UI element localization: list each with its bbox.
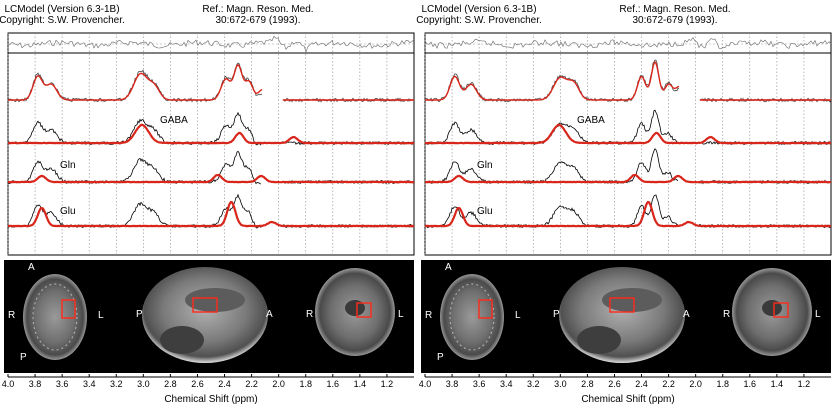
series-label-gaba: GABA: [577, 115, 605, 126]
x-axis-label: Chemical Shift (ppm): [581, 394, 674, 405]
sagittal-ventricle: [185, 288, 245, 312]
x-tick-label: 3.8: [446, 379, 459, 389]
reference-line-2: 30:672-679 (1993).: [215, 15, 300, 26]
metabolite-fit-gln: [7, 173, 415, 184]
x-tick-label: 3.6: [56, 379, 69, 389]
axial-slice: [440, 274, 504, 360]
x-tick-label: 1.8: [299, 379, 312, 389]
x-tick-label: 3.0: [137, 379, 150, 389]
sagittal-ventricle: [602, 288, 662, 312]
x-tick-label: 1.6: [327, 379, 340, 389]
metabolite-fit-gaba: [7, 123, 415, 145]
metabolite-fit-gaba: [424, 123, 832, 145]
series-label-glu: Glu: [477, 206, 493, 217]
sagittal-cerebellum: [577, 326, 621, 354]
metabolite-fit-glu: [7, 200, 415, 228]
residual-trace: [424, 37, 832, 50]
axial-sulci: [449, 283, 495, 351]
coronal-voxel: [356, 302, 372, 318]
x-tick-label: 4.0: [2, 379, 15, 389]
x-tick-label: 1.4: [771, 379, 784, 389]
metabolite-fit-glu: [424, 200, 832, 228]
left-panel: LCModel (Version 6.3-1B)Copyright: S.W. …: [0, 4, 415, 405]
coronal-ventricle: [345, 300, 365, 316]
x-tick-label: 2.8: [581, 379, 594, 389]
series-label-gaba: GABA: [160, 115, 188, 126]
sagittal-voxel: [609, 297, 635, 313]
x-tick-label: 1.2: [381, 379, 394, 389]
x-tick-label: 2.8: [164, 379, 177, 389]
copyright-text: Copyright: S.W. Provencher.: [0, 15, 125, 26]
residual-trace: [7, 35, 415, 53]
sagittal-label-posterior: P: [553, 309, 560, 320]
axial-label-anterior: A: [445, 262, 452, 273]
x-tick-label: 3.2: [527, 379, 540, 389]
metabolite-data-trace: [424, 109, 832, 146]
sagittal-label-anterior: A: [683, 309, 690, 320]
sagittal-slice: [142, 267, 268, 363]
x-tick-label: 2.6: [608, 379, 621, 389]
x-tick-label: 4.0: [419, 379, 432, 389]
coronal-label-right: R: [306, 309, 313, 320]
coronal-label-left: L: [398, 309, 404, 320]
axial-label-anterior: A: [28, 262, 35, 273]
x-tick-label: 2.0: [272, 379, 285, 389]
metabolite-data-trace: [7, 111, 415, 146]
axial-label-left: L: [515, 310, 521, 321]
x-tick-label: 3.4: [83, 379, 96, 389]
reference-line-1: Ref.: Magn. Reson. Med.: [619, 4, 730, 15]
copyright-text: Copyright: S.W. Provencher.: [416, 15, 542, 26]
x-tick-label: 2.2: [662, 379, 675, 389]
axial-label-left: L: [98, 310, 104, 321]
x-tick-label: 1.4: [354, 379, 367, 389]
coronal-ventricle: [762, 300, 782, 316]
x-tick-label: 2.0: [689, 379, 702, 389]
axial-label-posterior: P: [437, 352, 444, 363]
data-trace: [7, 62, 415, 103]
x-tick-label: 3.4: [500, 379, 513, 389]
sagittal-label-posterior: P: [136, 309, 143, 320]
x-tick-label: 2.2: [245, 379, 258, 389]
series-label-glu: Glu: [60, 206, 76, 217]
sagittal-cerebellum: [160, 326, 204, 354]
axial-voxel: [478, 299, 493, 319]
axial-label-right: R: [425, 310, 432, 321]
fit-trace: [424, 60, 831, 101]
x-tick-label: 2.4: [635, 379, 648, 389]
x-tick-label: 1.8: [716, 379, 729, 389]
sagittal-slice: [559, 267, 685, 363]
x-tick-label: 3.6: [473, 379, 486, 389]
reference-line-2: 30:672-679 (1993).: [632, 15, 717, 26]
series-label-gln: Gln: [477, 160, 493, 171]
axial-label-right: R: [8, 310, 15, 321]
coronal-label-left: L: [815, 309, 821, 320]
x-tick-label: 1.2: [798, 379, 811, 389]
x-tick-label: 2.6: [191, 379, 204, 389]
x-tick-label: 3.0: [554, 379, 567, 389]
data-trace: [425, 59, 832, 103]
x-tick-label: 3.2: [110, 379, 123, 389]
sagittal-voxel: [192, 297, 218, 313]
fit-trace: [7, 63, 414, 101]
axial-label-posterior: P: [20, 352, 27, 363]
x-tick-label: 2.4: [218, 379, 231, 389]
right-panel: LCModel (Version 6.3-1B)Copyright: S.W. …: [416, 4, 832, 405]
metabolite-fit-gln: [424, 173, 832, 184]
x-tick-label: 3.8: [29, 379, 42, 389]
reference-line-1: Ref.: Magn. Reson. Med.: [202, 4, 313, 15]
axial-slice: [23, 274, 87, 360]
sagittal-label-anterior: A: [266, 309, 273, 320]
program-title: LCModel (Version 6.3-1B): [4, 4, 119, 15]
series-label-gln: Gln: [60, 160, 76, 171]
axial-sulci: [32, 283, 78, 351]
coronal-label-right: R: [723, 309, 730, 320]
axial-voxel: [61, 299, 76, 319]
x-tick-label: 1.6: [744, 379, 757, 389]
x-axis-label: Chemical Shift (ppm): [164, 394, 257, 405]
coronal-voxel: [773, 302, 789, 318]
program-title: LCModel (Version 6.3-1B): [421, 4, 536, 15]
